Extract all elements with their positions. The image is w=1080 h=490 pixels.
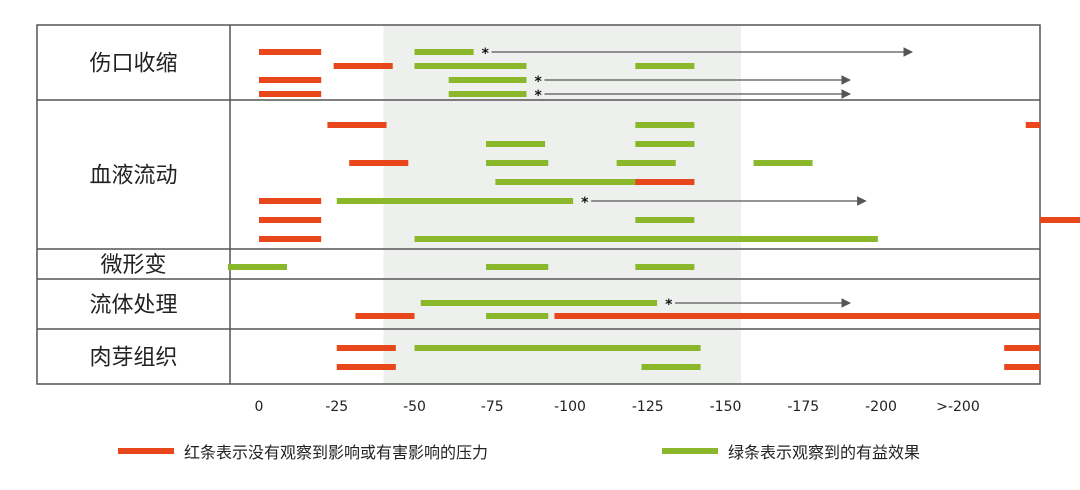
legend-label: 红条表示没有观察到影响或有害影响的压力	[184, 443, 488, 462]
green-bar	[486, 264, 549, 270]
red-bar	[1025, 122, 1040, 128]
red-bar	[336, 345, 396, 351]
green-bar	[641, 345, 701, 351]
x-tick-label: -150	[710, 399, 742, 415]
x-tick-label: -100	[554, 399, 586, 415]
red-bar	[554, 313, 1040, 319]
x-tick-label: -125	[632, 399, 664, 415]
red-bar	[259, 236, 322, 242]
red-bar	[259, 91, 322, 97]
green-bar	[486, 141, 546, 147]
green-bar	[495, 179, 645, 185]
green-bar	[635, 217, 695, 223]
legend-swatch	[662, 448, 718, 454]
x-tick-label: -175	[787, 399, 819, 415]
green-bar	[420, 300, 658, 306]
green-bar	[616, 160, 676, 166]
green-bar	[635, 63, 695, 69]
extension-star: *	[534, 88, 542, 104]
green-bar	[414, 49, 474, 55]
red-bar	[1040, 217, 1080, 223]
green-bar	[414, 345, 658, 351]
category-label: 伤口收缩	[89, 52, 177, 77]
red-bar	[336, 364, 396, 370]
green-bar	[448, 91, 527, 97]
red-bar	[259, 77, 322, 83]
shaded-range	[383, 25, 742, 384]
x-tick-label: -25	[325, 399, 348, 415]
legend-swatch	[118, 448, 174, 454]
legend: 红条表示没有观察到影响或有害影响的压力 绿条表示观察到的有益效果	[118, 443, 920, 462]
category-label: 肉芽组织	[89, 346, 177, 371]
green-bar	[486, 160, 549, 166]
extension-star: *	[482, 46, 490, 62]
x-tick-label: -200	[865, 399, 897, 415]
green-bar	[635, 141, 695, 147]
red-bar	[355, 313, 415, 319]
green-bar	[486, 313, 549, 319]
extension-star: *	[581, 195, 589, 211]
x-tick-label: -75	[481, 399, 504, 415]
red-bar	[327, 122, 387, 128]
table-frame	[36, 24, 1041, 385]
extension-star: *	[665, 297, 673, 313]
green-bar	[635, 264, 695, 270]
x-axis-ticks: 0 -25 -50 -75 -100 -125 -150 -175 -200 >-200	[255, 399, 980, 415]
green-bar	[641, 364, 701, 370]
category-label: 流体处理	[89, 293, 177, 318]
red-bar	[259, 198, 322, 204]
x-tick-label: 0	[255, 399, 264, 415]
green-bar	[414, 63, 527, 69]
bars-layer	[227, 49, 1080, 370]
frame-border	[36, 24, 1041, 385]
green-bar	[336, 198, 574, 204]
red-bar	[1004, 364, 1040, 370]
shaded-region-layer	[383, 25, 742, 384]
red-bar	[259, 217, 322, 223]
red-bar	[259, 49, 322, 55]
extension-star: *	[534, 74, 542, 90]
green-bar	[448, 77, 527, 83]
green-bar	[414, 236, 878, 242]
green-bar	[753, 160, 813, 166]
red-bar	[1004, 345, 1040, 351]
x-tick-label: -50	[403, 399, 426, 415]
x-tick-label: >-200	[936, 399, 980, 415]
category-label: 微形变	[100, 253, 166, 278]
green-bar	[227, 264, 287, 270]
red-bar	[635, 179, 695, 185]
green-bar	[635, 122, 695, 128]
extensions-layer: *****	[482, 46, 913, 313]
legend-label: 绿条表示观察到的有益效果	[728, 443, 920, 462]
red-bar	[349, 160, 409, 166]
red-bar	[333, 63, 393, 69]
category-label: 血液流动	[89, 164, 177, 189]
